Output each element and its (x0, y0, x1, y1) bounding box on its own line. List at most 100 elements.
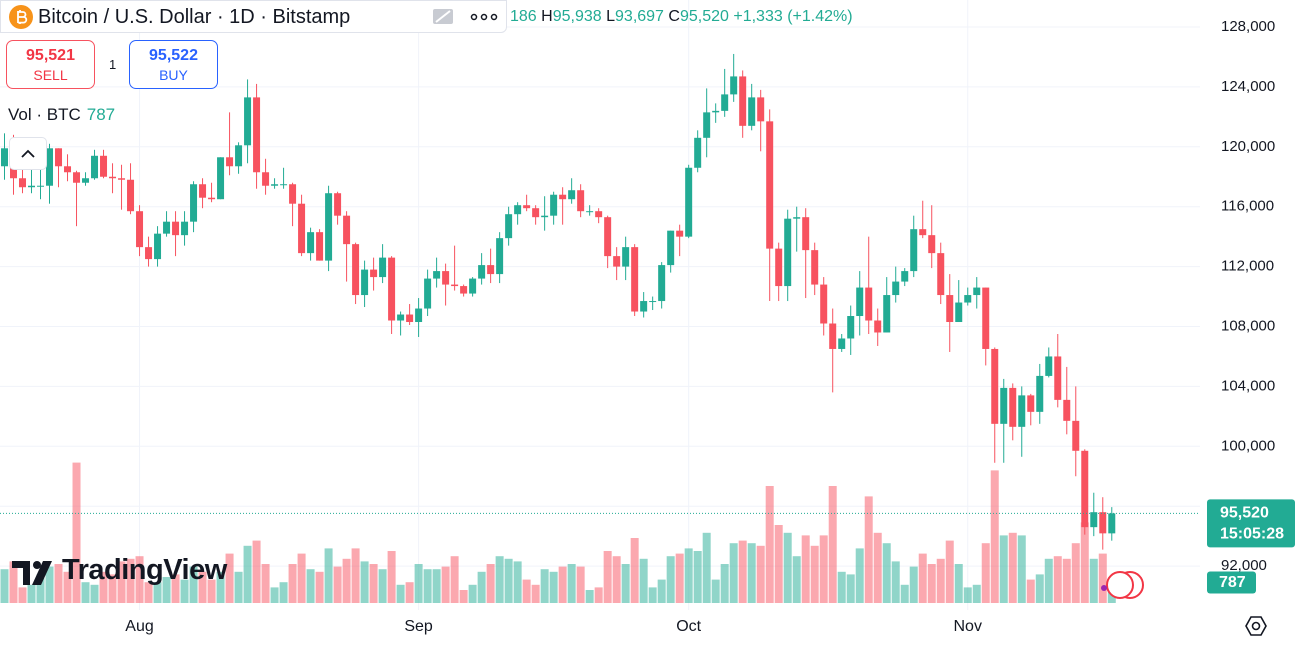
volume-bar (225, 553, 234, 603)
volume-bar (909, 566, 918, 603)
candle-body (118, 178, 126, 180)
y-tick-label: 128,000 (1221, 18, 1275, 35)
candle-body (730, 76, 738, 95)
candle-body (217, 157, 225, 200)
settings-button[interactable] (1245, 616, 1267, 636)
volume-bar (108, 574, 117, 603)
y-tick-label: 112,000 (1221, 258, 1274, 275)
volume-bar (117, 561, 126, 603)
volume-bar (477, 571, 486, 603)
volume-bar (738, 540, 747, 603)
volume-bar (261, 564, 270, 603)
countdown-label: 15:05:28 (1220, 526, 1284, 543)
candle-body (73, 172, 81, 183)
candle-body (919, 229, 927, 236)
volume-bar (918, 553, 927, 603)
candle-body (406, 314, 414, 323)
volume-bar (720, 564, 729, 603)
volume-bar (792, 556, 801, 603)
volume-bar (279, 582, 288, 603)
candle-body (685, 167, 693, 237)
candle-body (541, 215, 549, 218)
candle-body (199, 184, 207, 198)
candle-body (784, 218, 792, 287)
volume-bar (243, 545, 252, 603)
candle-body (181, 221, 189, 236)
volume-bar (369, 564, 378, 603)
settings-icon-center (1251, 621, 1261, 631)
candle-body (640, 301, 648, 312)
candle-body (262, 172, 270, 186)
candle-body (388, 257, 396, 321)
volume-bar (378, 569, 387, 603)
candle-body (1054, 356, 1062, 400)
volume-bar (846, 574, 855, 603)
candle-body (1090, 512, 1098, 528)
candle-body (487, 265, 495, 275)
candle-body (280, 184, 288, 186)
candle-body (676, 230, 684, 237)
volume-bar (423, 569, 432, 603)
volume-bar (180, 579, 189, 603)
buy-button[interactable]: 95,522 BUY (129, 40, 218, 89)
candle-body (973, 287, 981, 296)
bitcoin-icon (9, 5, 33, 29)
volume-bar (999, 535, 1008, 603)
volume-bar (288, 564, 297, 603)
close-label: C (668, 8, 680, 25)
volume-bar (495, 556, 504, 603)
volume-bar (666, 556, 675, 603)
candle-body (874, 320, 882, 333)
candle-body (703, 112, 711, 138)
candle-body (100, 155, 108, 177)
candle-body (19, 178, 27, 188)
more-menu[interactable] (470, 12, 498, 22)
volume-bar (1044, 558, 1053, 603)
volume-bar (963, 587, 972, 603)
candle-body (190, 184, 198, 222)
volume-bar (1008, 532, 1017, 603)
candle-body (1009, 387, 1017, 427)
collapse-button[interactable] (9, 137, 47, 170)
volume-bar (1071, 543, 1080, 603)
open-value: 186 (510, 8, 537, 25)
candle-body (496, 238, 504, 275)
symbol-toggle[interactable] (432, 6, 454, 28)
high-value: 95,938 (552, 8, 602, 25)
candle-body (235, 145, 243, 167)
volume-bar (459, 590, 468, 603)
candle-body (415, 308, 423, 323)
volume-legend-label: Vol · BTC (8, 105, 81, 124)
candle-body (721, 94, 729, 111)
volume-bar (333, 566, 342, 603)
volume-bar (837, 571, 846, 603)
candle-body (820, 284, 828, 324)
volume-bar (360, 561, 369, 603)
volume-bar (783, 532, 792, 603)
x-tick-label: Sep (404, 618, 433, 635)
candle-body (514, 205, 522, 215)
candle-body (478, 265, 486, 279)
candle-body (892, 281, 900, 296)
volume-bar (747, 543, 756, 603)
volume-bar (621, 564, 630, 603)
candle-body (604, 217, 612, 257)
volume-bar (45, 566, 54, 603)
volume-bar (1080, 522, 1089, 603)
volume-bar (711, 579, 720, 603)
volume-bar (828, 486, 837, 603)
volume-bar (450, 556, 459, 603)
y-tick-label: 116,000 (1221, 198, 1274, 215)
sell-button[interactable]: 95,521 SELL (6, 40, 95, 89)
symbol-title: Bitcoin / U.S. Dollar · 1D · Bitstamp (38, 6, 351, 28)
candle-body (658, 265, 666, 302)
event-flag (1106, 571, 1134, 599)
volume-bar (1017, 535, 1026, 603)
volume-bar (981, 543, 990, 603)
volume-bar (765, 486, 774, 603)
volume-bar (819, 535, 828, 603)
candle-body (901, 271, 909, 282)
candle-body (172, 221, 180, 236)
y-tick-label: 92,000 (1221, 557, 1267, 574)
